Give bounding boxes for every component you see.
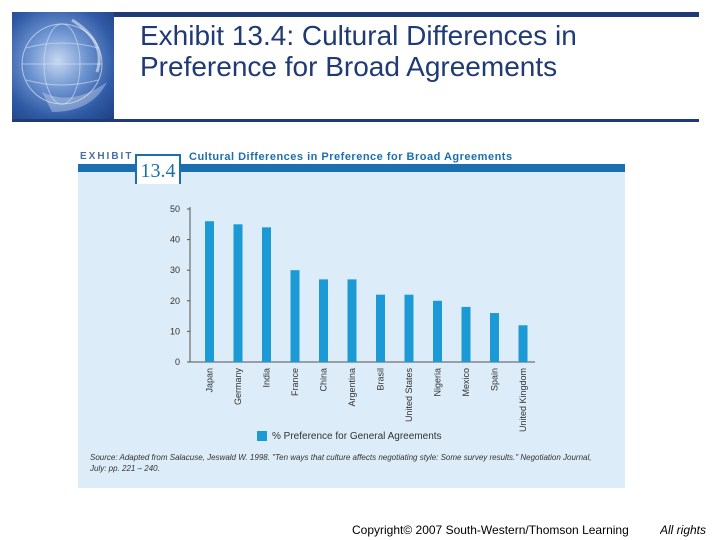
copyright-text: Copyright© 2007 South-Western/Thomson Le… [352, 523, 629, 537]
legend-label: % Preference for General Agreements [272, 431, 442, 442]
x-tick-label: China [319, 368, 329, 392]
x-tick-label: Argentina [347, 368, 357, 407]
header-top-rule [114, 12, 699, 17]
x-tick-label: Brasil [376, 368, 386, 391]
x-tick-label: Japan [205, 368, 215, 393]
y-tick-label: 0 [175, 357, 180, 367]
y-tick-label: 20 [170, 296, 180, 306]
y-tick-label: 40 [170, 235, 180, 245]
legend-swatch [257, 431, 267, 441]
bar [376, 294, 385, 362]
y-tick-label: 30 [170, 265, 180, 275]
x-tick-label: Mexico [461, 368, 471, 397]
x-tick-label: Nigeria [433, 368, 443, 397]
exhibit-label: EXHIBIT [80, 151, 134, 162]
source-note: Source: Adapted from Salacuse, Jeswald W… [90, 453, 592, 473]
bar [518, 325, 528, 362]
x-tick-label: Spain [490, 368, 500, 391]
bar [290, 270, 300, 362]
bar [433, 300, 442, 362]
x-tick-label: India [262, 368, 272, 388]
bar [490, 313, 499, 362]
bar [319, 279, 328, 362]
bar [347, 279, 357, 362]
slide-title: Exhibit 13.4: Cultural Differences in Pr… [140, 20, 577, 82]
bar [262, 227, 271, 362]
bar [233, 224, 243, 362]
y-tick-label: 50 [170, 204, 180, 214]
bar [205, 221, 214, 362]
exhibit-caption: Cultural Differences in Preference for B… [189, 151, 513, 163]
x-tick-label: France [290, 368, 300, 396]
rights-text: All rights [660, 523, 707, 537]
bar [461, 306, 471, 362]
globe-logo [12, 12, 114, 120]
x-tick-label: Germany [233, 368, 243, 406]
bar [404, 294, 414, 362]
x-tick-label: United States [404, 368, 414, 423]
y-tick-label: 10 [170, 326, 180, 336]
header-bottom-rule [12, 119, 699, 122]
exhibit-number: 13.4 [135, 154, 181, 184]
x-tick-label: United Kingdom [518, 368, 528, 432]
